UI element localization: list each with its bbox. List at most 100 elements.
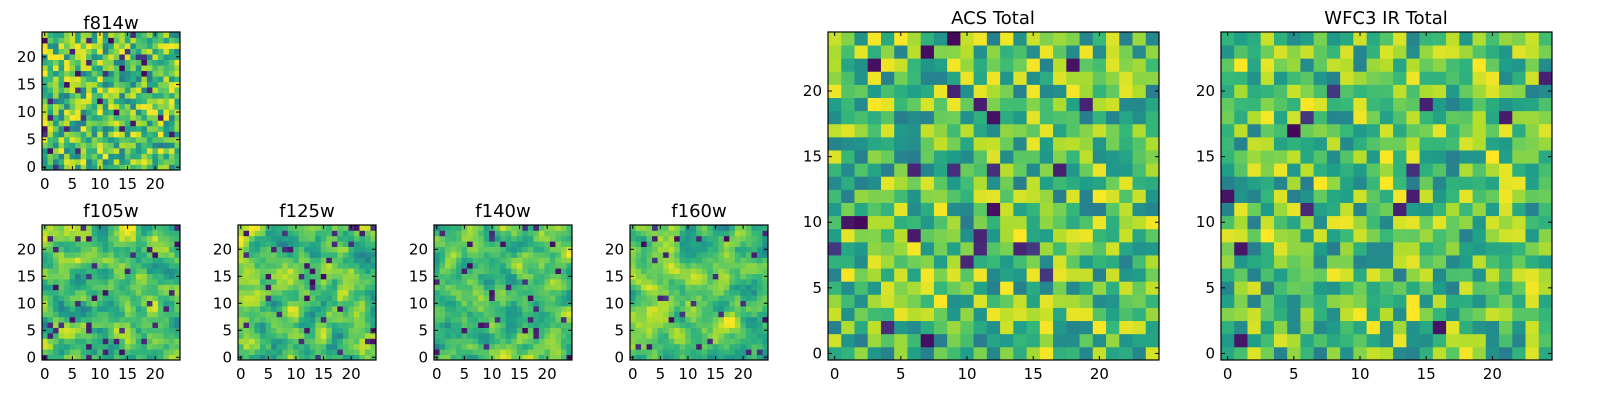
heatmap-cell [566, 262, 573, 269]
heatmap-cell [152, 316, 159, 323]
heatmap-cell [58, 273, 65, 280]
heatmap-cell [152, 114, 159, 121]
heatmap-cell [986, 176, 1001, 190]
heatmap-cell [168, 142, 175, 149]
heatmap-cell [42, 59, 48, 66]
heatmap-cell [555, 338, 562, 345]
heatmap-cell [445, 268, 451, 274]
heatmap-cell [663, 284, 670, 291]
heatmap-cell [141, 230, 148, 237]
heatmap-cell [478, 295, 485, 301]
y-tick-label: 15 [17, 267, 36, 285]
heatmap-cell [646, 225, 653, 231]
heatmap-cell [298, 230, 305, 237]
heatmap-cell [933, 84, 948, 98]
heatmap-cell [69, 235, 76, 242]
heatmap-cell [1053, 307, 1067, 322]
heatmap-cell [690, 349, 697, 355]
heatmap-cell [1300, 123, 1315, 138]
heatmap-cell [254, 246, 261, 253]
heatmap-cell [146, 322, 153, 328]
heatmap-cell [1013, 97, 1027, 112]
heatmap-cell [53, 257, 59, 264]
heatmap-cell [287, 343, 294, 350]
heatmap-cell [445, 349, 451, 355]
heatmap-cell [1260, 45, 1275, 59]
heatmap-cell [635, 343, 642, 350]
heatmap-cell [113, 338, 120, 345]
heatmap-cell [500, 279, 507, 285]
heatmap-cell [342, 273, 349, 280]
heatmap-cell [841, 215, 855, 230]
heatmap-cell [1132, 123, 1147, 138]
heatmap-cell [260, 338, 266, 345]
heatmap-cell [439, 300, 446, 307]
heatmap-cell [238, 333, 244, 339]
heatmap-cell [157, 98, 164, 105]
heatmap-cell [1260, 215, 1275, 230]
heatmap-cell [489, 306, 496, 312]
heatmap-cell [756, 327, 763, 334]
heatmap-cell [657, 311, 664, 318]
heatmap-cell [146, 98, 153, 105]
heatmap-cell [249, 246, 255, 253]
heatmap-cell [58, 268, 65, 274]
heatmap-cell [920, 202, 935, 217]
heatmap-cell [1326, 176, 1341, 190]
heatmap-cell [309, 252, 316, 258]
heatmap-cell [47, 43, 54, 49]
heatmap-cell [370, 306, 377, 312]
heatmap-cell [1313, 189, 1328, 203]
heatmap-cell [867, 281, 882, 295]
heatmap-cell [434, 252, 440, 258]
heatmap-cell [157, 327, 164, 334]
heatmap-cell [64, 284, 70, 291]
heatmap-cell [1287, 215, 1301, 230]
heatmap-cell [1340, 268, 1354, 282]
heatmap-cell [740, 343, 747, 350]
heatmap-cell [58, 131, 65, 138]
y-tick-label: 10 [409, 294, 428, 312]
heatmap-cell [1039, 215, 1054, 230]
heatmap-cell [1512, 202, 1526, 217]
heatmap-cell [1300, 202, 1315, 217]
heatmap-cell [163, 300, 170, 307]
heatmap-cell [91, 279, 98, 285]
heatmap-cell [86, 343, 93, 350]
heatmap-cell [674, 289, 681, 296]
heatmap-cell [64, 32, 70, 38]
heatmap-cell [1446, 281, 1460, 295]
heatmap-cell [282, 349, 289, 355]
heatmap-cell [880, 110, 895, 125]
heatmap-cell [141, 241, 148, 247]
heatmap-cell [1026, 176, 1041, 190]
heatmap-cell [511, 295, 518, 301]
heatmap-cell [75, 54, 82, 60]
heatmap-cell [359, 225, 366, 231]
heatmap-cell [1538, 241, 1553, 256]
heatmap-cell [298, 252, 305, 258]
heatmap-cell [298, 235, 305, 242]
heatmap-cell [679, 225, 686, 231]
heatmap-cell [298, 311, 305, 318]
heatmap-cell [729, 241, 736, 247]
heatmap-cell [265, 333, 272, 339]
heatmap-cell [467, 257, 474, 264]
heatmap-cell [1512, 136, 1526, 151]
heatmap-cell [108, 333, 115, 339]
heatmap-cell [293, 268, 300, 274]
heatmap-cell [696, 338, 703, 345]
heatmap-cell [729, 327, 736, 334]
heatmap-cell [113, 125, 120, 132]
heatmap-cell [315, 333, 322, 339]
heatmap-cell [108, 252, 115, 258]
heatmap-cell [533, 284, 540, 291]
heatmap-cell [630, 289, 636, 296]
heatmap-cell [119, 289, 126, 296]
heatmap-cell [47, 246, 54, 253]
heatmap-cell [828, 333, 842, 348]
heatmap-cell [560, 268, 567, 274]
heatmap-cell [1119, 255, 1133, 269]
heatmap-cell [102, 70, 109, 77]
heatmap-cell [348, 268, 355, 274]
